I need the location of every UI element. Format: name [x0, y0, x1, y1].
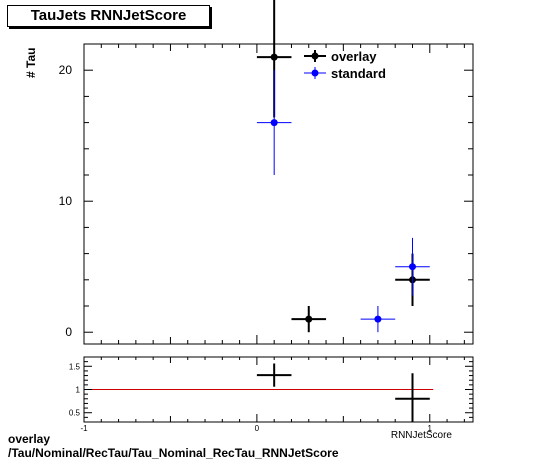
ratio-x-tick-label: -1 — [80, 424, 88, 433]
standard-point — [270, 119, 278, 127]
y-tick-label: 0 — [65, 325, 72, 339]
y-axis-label: # Tau — [24, 48, 38, 78]
ratio-y-tick-label: 1 — [76, 386, 81, 395]
legend-label: standard — [331, 66, 386, 81]
y-tick-label: 20 — [59, 63, 73, 77]
legend-marker — [311, 52, 319, 60]
y-tick-label: 10 — [59, 194, 73, 208]
ratio-data-points — [256, 363, 430, 422]
standard-point — [374, 315, 382, 323]
main-frame-border — [83, 43, 474, 345]
footer-line-1: overlay — [8, 432, 51, 446]
chart-title: TauJets RNNJetScore — [7, 5, 210, 27]
legend-label: overlay — [331, 49, 377, 64]
main-axis-ticks: 0 10 20 — [59, 43, 473, 344]
main-data-points — [256, 0, 430, 333]
legend: overlay standard — [304, 49, 386, 81]
legend-marker — [311, 69, 319, 77]
x-axis-label: RNNJetScore — [391, 430, 453, 441]
main-plot-frame — [83, 43, 474, 345]
ratio-x-tick-label: 0 — [255, 424, 260, 433]
ratio-y-tick-label: 0.5 — [69, 409, 81, 418]
overlay-point — [305, 315, 313, 323]
ratio-plot-frame — [83, 356, 474, 423]
overlay-point — [270, 53, 278, 61]
ratio-x-tick-label: 1 — [428, 424, 433, 433]
ratio-y-tick-label: 1.5 — [69, 362, 81, 371]
standard-point — [408, 263, 416, 271]
ratio-axis-ticks: 0.5 1 1.5 -1 0 1 — [69, 356, 473, 433]
footer-path: /Tau/Nominal/RecTau/Tau_Nominal_RecTau_R… — [8, 446, 339, 460]
